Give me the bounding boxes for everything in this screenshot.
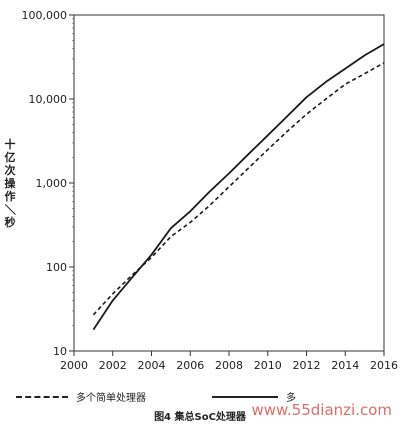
y-tick-label: 1,000	[36, 177, 68, 190]
y-tick-label: 100	[46, 261, 67, 274]
legend-dashed-line	[16, 395, 68, 398]
x-tick-label: 2002	[99, 359, 127, 372]
x-tick-label: 2008	[215, 359, 243, 372]
x-tick-label: 2004	[138, 359, 166, 372]
y-axis-label-char: ／	[3, 204, 17, 215]
y-tick-label: 10,000	[29, 93, 68, 106]
legend-label: 多	[286, 393, 296, 404]
y-axis-label-char: 秒	[4, 216, 16, 229]
y-axis-label-char: 十	[4, 138, 16, 151]
y-axis-label-char: 亿	[4, 151, 16, 164]
x-tick-label: 2016	[370, 359, 398, 372]
legend-item-dashed: 多个简单处理器	[16, 389, 146, 404]
y-tick-label: 100,000	[22, 9, 68, 22]
legend: 多个简单处理器 多	[16, 389, 396, 405]
legend-label: 多个简单处理器	[76, 393, 146, 404]
y-tick-label: 10	[53, 345, 67, 358]
legend-item-solid: 多	[212, 389, 296, 404]
legend-solid-line	[212, 395, 278, 398]
x-tick-label: 2014	[331, 359, 359, 372]
x-tick-label: 2012	[293, 359, 321, 372]
x-tick-label: 2006	[176, 359, 204, 372]
y-axis-label-char: 作	[4, 190, 16, 203]
y-axis-label-char: 操	[4, 177, 16, 190]
series-line-solid	[92, 43, 385, 331]
watermark: www.55dianzi.com	[251, 401, 392, 419]
plot-frame	[73, 14, 385, 352]
x-tick-label: 2000	[60, 359, 88, 372]
x-tick-label: 2010	[254, 359, 282, 372]
figure-caption: 图4 集总SoC处理器	[154, 412, 246, 423]
series-line-dashed	[92, 62, 385, 316]
y-axis-label-char: 次	[4, 164, 16, 177]
y-axis-label: 十亿次操作／秒	[2, 138, 18, 229]
